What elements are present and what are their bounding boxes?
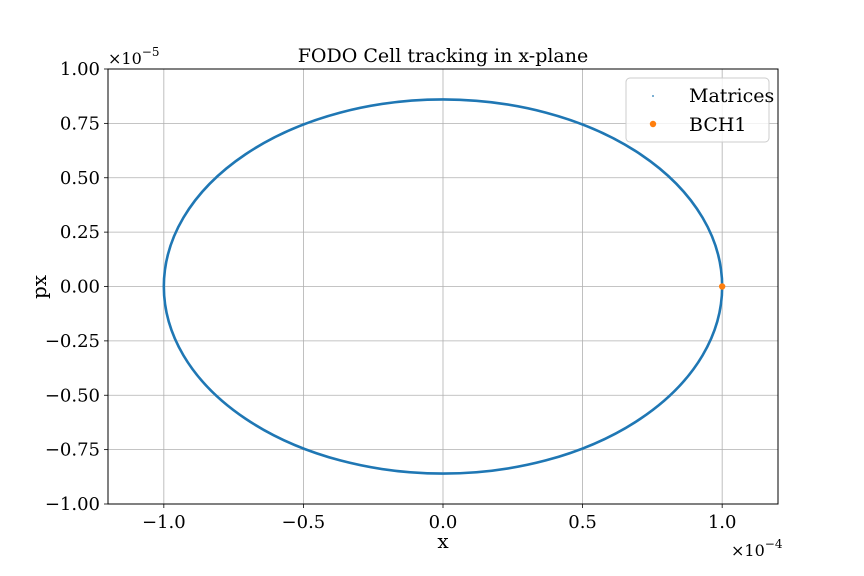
y-tick-label: 0.75 — [60, 113, 100, 134]
x-tick-label: −1.0 — [142, 512, 186, 533]
y-tick-label: 0.25 — [60, 222, 100, 243]
x-tick-label: 0.0 — [429, 512, 458, 533]
y-tick-label: −0.50 — [45, 385, 100, 406]
chart-title: FODO Cell tracking in x-plane — [298, 45, 589, 67]
y-tick-label: −0.25 — [45, 331, 100, 352]
legend-marker-bch1 — [649, 120, 657, 128]
y-tick-label: −0.75 — [45, 440, 100, 461]
x-tick-label: 1.0 — [708, 512, 737, 533]
y-ticks: −1.00 −0.75 −0.50 −0.25 0.00 0.25 0.50 0.75 1.00 — [45, 59, 108, 515]
plot-series — [162, 98, 726, 475]
y-axis-label: px — [27, 274, 51, 299]
legend-label-bch1: BCH1 — [689, 114, 747, 136]
y-tick-label: 0.00 — [60, 277, 100, 298]
series-bch1-point — [718, 283, 726, 290]
x-ticks: −1.0 −0.5 0.0 0.5 1.0 — [142, 504, 737, 533]
x-axis-label: x — [437, 529, 449, 553]
y-tick-label: 1.00 — [60, 59, 100, 80]
x-tick-label: −0.5 — [282, 512, 326, 533]
legend: Matrices BCH1 — [625, 77, 774, 143]
legend-box — [625, 77, 770, 143]
legend-marker-matrices — [652, 95, 654, 97]
y-offset-label: ×10−5 — [108, 45, 159, 68]
x-offset-label: ×10−4 — [731, 537, 783, 560]
x-tick-label: 0.5 — [568, 512, 597, 533]
y-tick-label: 0.50 — [60, 168, 100, 189]
y-tick-label: −1.00 — [45, 494, 100, 515]
legend-label-matrices: Matrices — [689, 85, 774, 107]
